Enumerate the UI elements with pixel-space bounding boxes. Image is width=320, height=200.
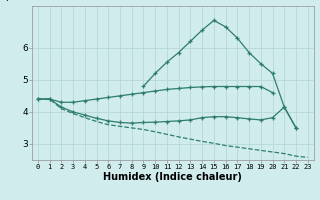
X-axis label: Humidex (Indice chaleur): Humidex (Indice chaleur) [103, 172, 242, 182]
Text: 7: 7 [4, 0, 10, 3]
